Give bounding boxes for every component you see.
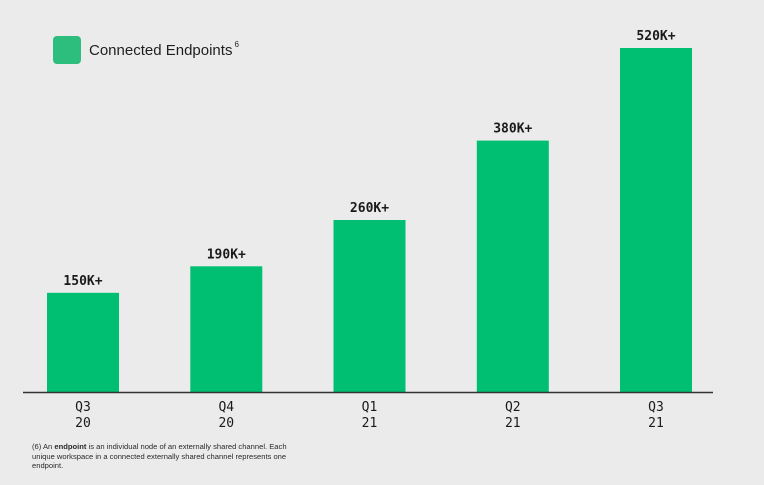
x-tick-label-3-line-1: 21 bbox=[505, 416, 521, 431]
x-tick-label-4-line-1: 21 bbox=[648, 416, 664, 431]
bar-3 bbox=[476, 140, 549, 392]
bar-1 bbox=[190, 266, 263, 392]
bar-2 bbox=[333, 220, 406, 392]
x-tick-label-1-line-0: Q4 bbox=[218, 400, 234, 415]
x-tick-label-3-line-0: Q2 bbox=[505, 400, 521, 415]
x-tick-label-0-line-1: 20 bbox=[75, 416, 91, 431]
x-tick-label-0-line-0: Q3 bbox=[75, 400, 91, 415]
footnote-marker: (6) An bbox=[32, 442, 55, 451]
x-tick-label-2-line-1: 21 bbox=[362, 416, 378, 431]
legend: Connected Endpoints 6 bbox=[53, 36, 239, 64]
x-tick-label-4-line-0: Q3 bbox=[648, 400, 664, 415]
bar-value-label-4: 520K+ bbox=[636, 29, 675, 44]
bar-4 bbox=[620, 48, 692, 392]
bar-value-label-3: 380K+ bbox=[493, 122, 532, 137]
value-labels-group: 150K+ 190K+ 260K+ 380K+ 520K+ bbox=[63, 29, 675, 289]
x-tick-label-2-line-0: Q1 bbox=[362, 400, 378, 415]
footnote: (6) An endpoint is an individual node of… bbox=[32, 442, 292, 471]
bar-value-label-0: 150K+ bbox=[63, 274, 102, 289]
x-tick-label-1-line-1: 20 bbox=[218, 416, 234, 431]
bar-0 bbox=[47, 292, 119, 392]
footnote-term: endpoint bbox=[54, 442, 87, 451]
footnote-text: is an individual node of an externally s… bbox=[32, 442, 287, 471]
legend-label: Connected Endpoints bbox=[89, 41, 233, 59]
bars-group bbox=[47, 48, 692, 392]
legend-footnote-marker: 6 bbox=[234, 39, 239, 49]
bar-value-label-1: 190K+ bbox=[207, 247, 246, 262]
legend-swatch bbox=[53, 36, 81, 64]
bar-value-label-2: 260K+ bbox=[350, 201, 389, 216]
